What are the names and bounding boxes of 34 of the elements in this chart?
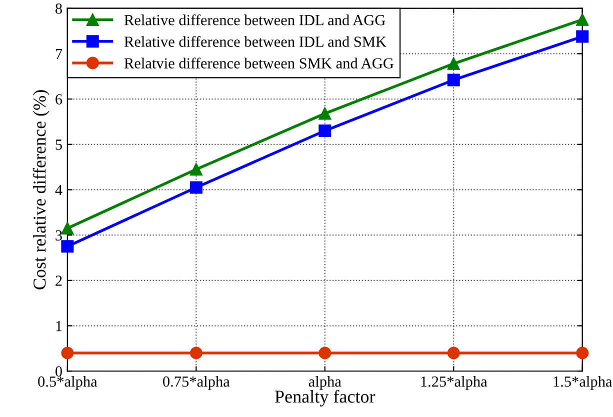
legend-label: Relatvie difference between SMK and AGG <box>124 58 394 68</box>
y-tick-label: 3 <box>56 230 62 241</box>
point <box>576 13 589 26</box>
y-tick-label: 5 <box>56 140 62 150</box>
point <box>576 346 589 360</box>
y-tick-label: 1 <box>56 320 62 332</box>
x-tick-label: 0.75*alpha <box>163 376 230 390</box>
point <box>61 240 74 253</box>
x-tick-label: 1.5*alpha <box>554 376 612 390</box>
point <box>318 346 332 360</box>
point <box>61 346 74 360</box>
x-tick-label: 1.25*alpha <box>421 376 488 390</box>
point <box>447 57 460 70</box>
y-tick-label: 0 <box>56 366 62 377</box>
x-tick-label: 0.5*alpha <box>38 376 98 390</box>
y-tick-label: 7 <box>56 48 62 59</box>
point <box>318 107 332 120</box>
y-tick-label: 2 <box>56 276 62 286</box>
x-tick-label: alpha <box>308 376 342 390</box>
y-tick-label: 6 <box>56 94 62 104</box>
point <box>447 74 460 86</box>
legend-label: Relative difference between IDL and AGG <box>124 14 386 26</box>
point <box>318 124 332 138</box>
point <box>576 30 589 43</box>
point <box>190 346 202 360</box>
y-tick-label: 8 <box>56 3 62 14</box>
point <box>447 346 460 360</box>
y-tick-label: 4 <box>55 184 62 196</box>
point <box>61 222 74 235</box>
y-axis-title: Cost relative difference (%) <box>32 90 50 290</box>
point <box>190 163 202 176</box>
point <box>190 181 202 194</box>
legend-label: Relative difference between IDL and SMK <box>124 36 386 47</box>
x-axis-title: Penalty factor <box>275 390 376 406</box>
